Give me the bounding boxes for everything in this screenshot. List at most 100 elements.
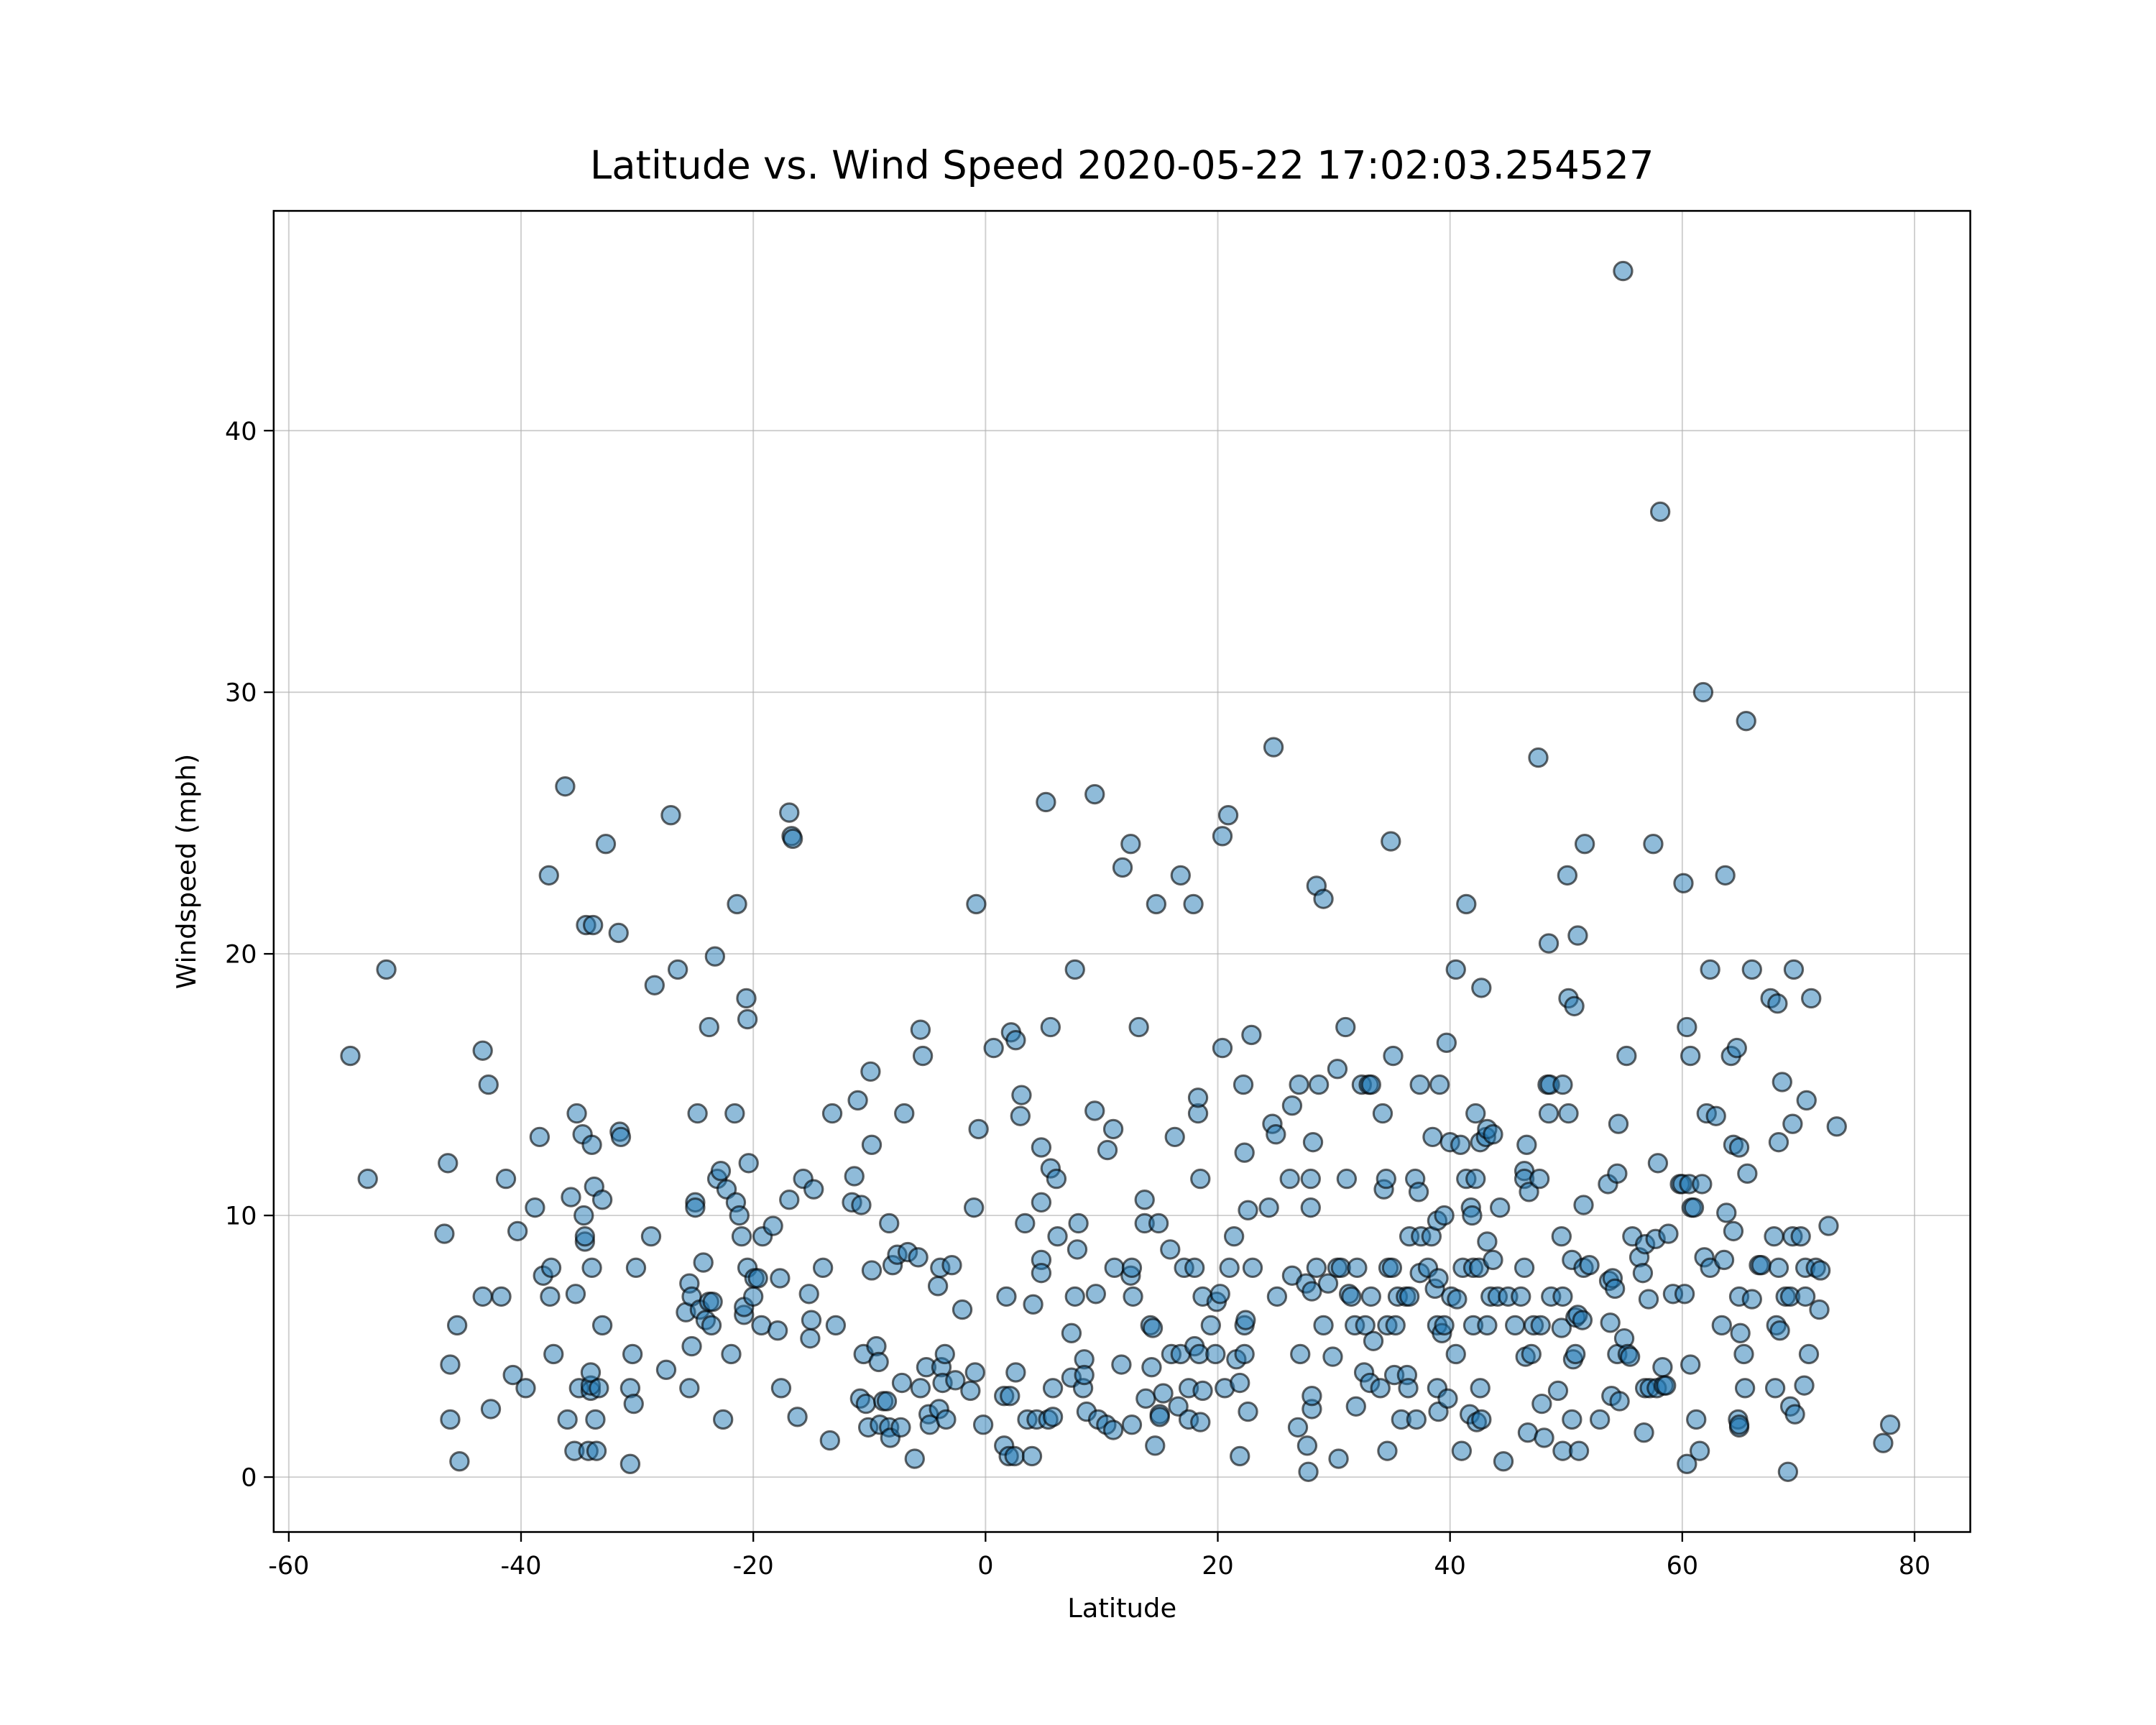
scatter-point [779,802,800,823]
scatter-point [1680,1354,1701,1375]
scatter-point [623,1393,644,1414]
scatter-point [721,1343,742,1365]
scatter-point [1383,1045,1404,1067]
scatter-point [1728,1137,1750,1158]
scatter-point [1302,1131,1324,1153]
scatter-point [798,1284,819,1305]
scatter-point [1183,893,1204,915]
scatter-point [1306,1257,1327,1279]
x-axis-label: Latitude [1067,1593,1176,1624]
scatter-point [908,1247,929,1268]
scatter-point [1190,1168,1211,1190]
scatter-point [1298,1461,1319,1482]
scatter-point [1574,834,1595,855]
scatter-point [1589,1409,1611,1430]
scatter-point [581,1257,602,1279]
scatter-point [1121,1257,1143,1279]
scatter-point [1652,1356,1673,1378]
scatter-point [1064,959,1085,980]
scatter-point [747,1268,768,1289]
scatter-point [960,1380,981,1402]
scatter-point [440,1354,461,1375]
scatter-point [1281,1095,1303,1116]
scatter-point [1638,1289,1659,1310]
scatter-point [1658,1223,1679,1244]
scatter-point [736,988,757,1009]
scatter-point [357,1168,378,1190]
scatter-point [434,1223,455,1244]
scatter-point [1647,1153,1669,1174]
scatter-point [608,922,629,944]
scatter-point [891,1372,913,1394]
scatter-point [876,1391,898,1412]
scatter-point [1477,1231,1498,1252]
scatter-point [1223,1225,1245,1247]
scatter-point [936,1409,957,1430]
x-tick-label: 80 [1899,1552,1931,1581]
scatter-point [1004,1445,1025,1467]
scatter-point [667,959,688,980]
scatter-point [1504,1315,1526,1336]
scatter-point [1552,1286,1573,1307]
scatter-point [1153,1383,1174,1404]
scatter-point [1879,1414,1901,1435]
scatter-point [438,1153,459,1174]
y-tick-label: 20 [225,941,257,970]
scatter-point [1713,1249,1735,1271]
y-tick-label: 0 [241,1464,257,1493]
scatter-point [1287,1417,1309,1438]
scatter-point [1445,1343,1466,1365]
scatter-point [610,1126,632,1148]
scatter-point [1489,1197,1511,1218]
scatter-point [1064,1286,1085,1307]
scatter-point [1360,1286,1381,1307]
x-tick-label: -60 [268,1552,309,1581]
scatter-point [1230,1372,1250,1394]
scatter-point [1530,1315,1551,1336]
scatter-point [1210,1284,1230,1305]
scatter-point [1217,804,1239,826]
scatter-point [1300,1197,1321,1218]
scatter-point [1632,1262,1654,1284]
scatter-point [1531,1393,1552,1414]
y-axis-label: Windspeed (mph) [171,754,202,990]
scatter-point [1266,1286,1288,1307]
scatter-point [1516,1134,1537,1155]
scatter-point [1235,1310,1256,1330]
scatter-point [763,1215,783,1236]
scatter-point [1428,1268,1449,1289]
scatter-point [625,1257,647,1279]
scatter-point [1572,1310,1593,1330]
scatter-point [861,1260,883,1281]
scatter-point [1683,1197,1705,1218]
scatter-point [1084,783,1105,805]
x-tick-label: 40 [1434,1552,1466,1581]
scatter-point [1238,1200,1258,1220]
scatter-point [1068,1213,1089,1234]
scatter-point [738,1153,759,1174]
scatter-point [480,1399,502,1420]
scatter-point [529,1126,550,1148]
scatter-point [1795,1286,1816,1307]
scatter-point [1399,1286,1420,1307]
scatter-point [1711,1315,1732,1336]
scatter-point [555,776,576,797]
scatter-point [1768,1257,1789,1279]
scatter-point [1047,1225,1068,1247]
scatter-point [1493,1451,1514,1472]
scatter-point [1673,873,1694,893]
scatter-point [1568,1440,1590,1461]
scatter-point [1067,1239,1088,1260]
scatter-point [821,1103,843,1124]
scatter-point [580,1362,602,1383]
scatter-point [1263,737,1284,758]
scatter-point [894,1103,915,1124]
scatter-point [1649,501,1671,523]
scatter-point [996,1286,1017,1307]
scatter-point [573,1205,594,1226]
scatter-point [1149,1407,1170,1427]
scatter-point [952,1299,973,1320]
scatter-point [1736,710,1756,732]
